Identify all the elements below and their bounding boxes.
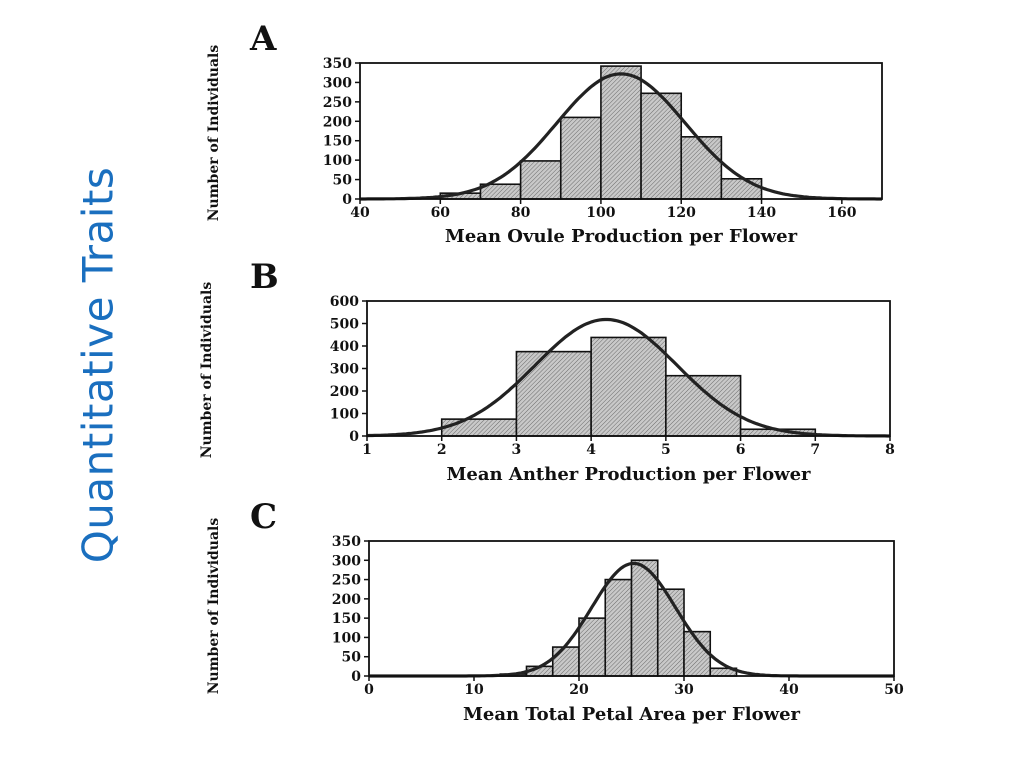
histogram-bar (559, 116, 602, 200)
y-tick-label: 150 (332, 611, 361, 627)
x-tick-label: 2 (437, 442, 447, 458)
histogram-bar (720, 177, 763, 200)
x-tick-label: 160 (827, 205, 856, 221)
normal-curve (360, 72, 882, 201)
x-tick-label: 120 (667, 205, 696, 221)
y-tick-label: 300 (323, 75, 352, 91)
y-tick-label: 100 (323, 153, 352, 169)
x-tick-label: 40 (350, 205, 370, 221)
plot-frame (359, 62, 883, 200)
y-tick-label: 100 (332, 630, 361, 646)
x-tick-label: 0 (364, 682, 374, 698)
x-tick-label: 6 (736, 442, 746, 458)
x-tick-label: 60 (431, 205, 451, 221)
panel-a: A 0 50 100 150 200 250 300 350 40 60 80 100 120 140 160… (206, 19, 883, 247)
x-tick-label: 7 (810, 442, 820, 458)
y-tick-label: 350 (332, 534, 361, 550)
y-tick-label: 0 (349, 429, 359, 445)
x-tick-label: 20 (569, 682, 589, 698)
y-tick-label: 250 (332, 573, 361, 589)
y-tick-label: 0 (351, 669, 361, 685)
y-tick-label: 200 (323, 114, 352, 130)
histogram-bar (630, 559, 659, 677)
y-tick-label: 350 (323, 56, 352, 72)
y-tick-label: 250 (323, 95, 352, 111)
y-tick-label: 300 (332, 553, 361, 569)
x-axis-label: Mean Ovule Production per Flower (445, 226, 798, 247)
y-tick-label: 50 (333, 173, 353, 189)
panel-letter: C (250, 497, 277, 537)
y-tick-label: 0 (342, 192, 352, 208)
y-axis-label: Number of Individuals (206, 518, 222, 695)
histogram-bar (590, 336, 667, 437)
histogram-bar (680, 136, 723, 200)
x-tick-label: 4 (586, 442, 596, 458)
histogram-bar (600, 65, 642, 200)
histogram-bar (440, 418, 518, 437)
x-tick-label: 3 (512, 442, 522, 458)
y-tick-label: 600 (330, 294, 359, 310)
y-tick-label: 150 (323, 134, 352, 150)
histogram-bar (551, 646, 580, 677)
y-tick-label: 200 (332, 592, 361, 608)
x-tick-label: 10 (464, 682, 484, 698)
y-tick-label: 400 (330, 339, 359, 355)
x-tick-label: 5 (661, 442, 671, 458)
y-axis-label: Number of Individuals (199, 282, 215, 459)
normal-curve (366, 317, 890, 438)
plot-frame (368, 540, 895, 677)
panel-b: B 0 100 200 300 400 500 600 1 2 3 4 5 6 7 8 Number of In… (199, 257, 895, 485)
y-tick-label: 200 (330, 384, 359, 400)
x-tick-label: 30 (674, 682, 694, 698)
x-tick-label: 1 (362, 442, 372, 458)
y-tick-label: 500 (330, 317, 359, 333)
y-axis-label: Number of Individuals (206, 45, 222, 222)
x-tick-label: 80 (511, 205, 531, 221)
x-tick-label: 8 (885, 442, 895, 458)
x-axis-label: Mean Anther Production per Flower (446, 464, 811, 485)
histogram-bar (665, 374, 742, 437)
y-tick-label: 50 (342, 650, 362, 666)
x-axis-label: Mean Total Petal Area per Flower (463, 704, 801, 725)
x-tick-label: 50 (884, 682, 904, 698)
y-tick-label: 100 (330, 407, 359, 423)
x-tick-label: 40 (779, 682, 799, 698)
histogram-bar (578, 617, 607, 677)
panel-letter: B (250, 257, 279, 297)
histogram-bar (604, 578, 633, 677)
x-tick-label: 140 (747, 205, 776, 221)
histogram-bar (515, 350, 592, 437)
histogram-bar (519, 160, 562, 200)
x-tick-label: 100 (586, 205, 615, 221)
y-tick-label: 300 (330, 362, 359, 378)
panel-letter: A (249, 19, 277, 59)
